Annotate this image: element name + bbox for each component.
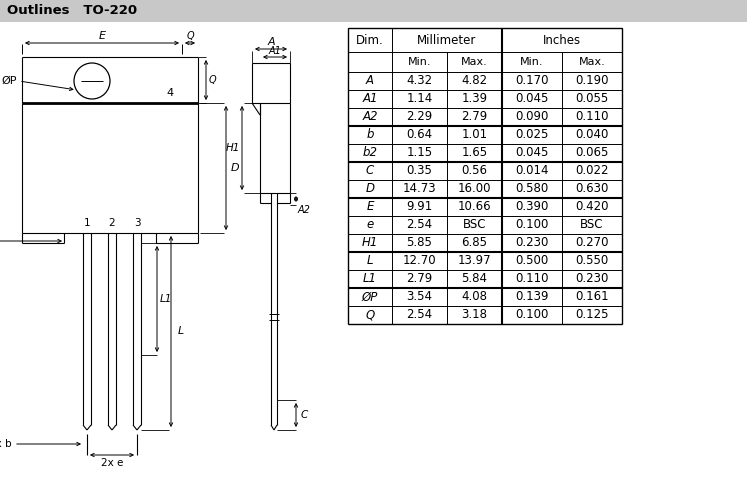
Text: 0.550: 0.550 xyxy=(575,255,609,268)
Text: 4: 4 xyxy=(167,88,173,98)
Text: 6.85: 6.85 xyxy=(462,237,488,250)
Text: 0.100: 0.100 xyxy=(515,309,549,322)
Text: 5.84: 5.84 xyxy=(462,272,488,285)
Text: A2: A2 xyxy=(297,205,311,215)
Text: A: A xyxy=(267,37,275,47)
Text: BSC: BSC xyxy=(580,218,604,231)
Text: 3.54: 3.54 xyxy=(406,290,433,303)
Text: 0.580: 0.580 xyxy=(515,183,548,196)
Text: 1.01: 1.01 xyxy=(462,128,488,142)
Text: 2.54: 2.54 xyxy=(406,309,433,322)
Text: ØP: ØP xyxy=(1,76,17,86)
Text: 0.014: 0.014 xyxy=(515,165,549,177)
Text: 1.39: 1.39 xyxy=(462,93,488,105)
Text: Dim.: Dim. xyxy=(356,33,384,46)
Text: E: E xyxy=(99,31,105,41)
Text: 0.090: 0.090 xyxy=(515,111,549,124)
Text: L: L xyxy=(178,327,184,337)
Text: 2x e: 2x e xyxy=(101,458,123,468)
Text: 0.64: 0.64 xyxy=(406,128,433,142)
Text: ØP: ØP xyxy=(362,290,378,303)
Text: 4.08: 4.08 xyxy=(462,290,488,303)
Text: A: A xyxy=(366,74,374,87)
Text: 0.390: 0.390 xyxy=(515,200,549,213)
Text: 0.230: 0.230 xyxy=(515,237,549,250)
Text: D: D xyxy=(231,163,239,173)
Text: 0.56: 0.56 xyxy=(462,165,488,177)
Text: 0.420: 0.420 xyxy=(575,200,609,213)
Text: C: C xyxy=(300,410,308,420)
Text: 0.161: 0.161 xyxy=(575,290,609,303)
Text: BSC: BSC xyxy=(462,218,486,231)
Text: 1.65: 1.65 xyxy=(462,146,488,159)
Text: 16.00: 16.00 xyxy=(458,183,492,196)
Bar xyxy=(0,0,747,22)
Text: 1.14: 1.14 xyxy=(406,93,433,105)
Text: 0.025: 0.025 xyxy=(515,128,549,142)
Text: A1: A1 xyxy=(362,93,378,105)
Text: Min.: Min. xyxy=(408,57,431,67)
Text: 2: 2 xyxy=(108,218,115,228)
Text: 0.170: 0.170 xyxy=(515,74,549,87)
Text: 0.500: 0.500 xyxy=(515,255,548,268)
Text: 0.630: 0.630 xyxy=(575,183,609,196)
Text: 0.230: 0.230 xyxy=(575,272,609,285)
Text: Q: Q xyxy=(186,31,193,41)
Text: Max.: Max. xyxy=(579,57,605,67)
Text: 4.82: 4.82 xyxy=(462,74,488,87)
Text: 0.065: 0.065 xyxy=(575,146,609,159)
Text: Max.: Max. xyxy=(461,57,488,67)
Text: e: e xyxy=(366,218,374,231)
Text: 0.045: 0.045 xyxy=(515,146,549,159)
Text: 1.15: 1.15 xyxy=(406,146,433,159)
Text: 13.97: 13.97 xyxy=(458,255,492,268)
Text: Q: Q xyxy=(365,309,375,322)
Text: Min.: Min. xyxy=(520,57,544,67)
Text: 0.139: 0.139 xyxy=(515,290,549,303)
Text: b: b xyxy=(366,128,374,142)
Text: 0.270: 0.270 xyxy=(575,237,609,250)
Text: H1: H1 xyxy=(226,143,241,153)
Text: 0.110: 0.110 xyxy=(515,272,549,285)
Text: 2.54: 2.54 xyxy=(406,218,433,231)
Text: E: E xyxy=(366,200,374,213)
Text: 0.125: 0.125 xyxy=(575,309,609,322)
Text: A2: A2 xyxy=(362,111,378,124)
Text: 0.35: 0.35 xyxy=(406,165,433,177)
Text: A1: A1 xyxy=(269,46,282,56)
Text: Q: Q xyxy=(208,75,216,85)
Text: C: C xyxy=(366,165,374,177)
Text: 0.190: 0.190 xyxy=(575,74,609,87)
Text: 9.91: 9.91 xyxy=(406,200,433,213)
Text: L: L xyxy=(367,255,374,268)
Text: 2.79: 2.79 xyxy=(406,272,433,285)
Text: 3: 3 xyxy=(134,218,140,228)
Text: 0.100: 0.100 xyxy=(515,218,549,231)
Text: 0.055: 0.055 xyxy=(575,93,609,105)
Text: 4.32: 4.32 xyxy=(406,74,433,87)
Text: D: D xyxy=(365,183,374,196)
Text: 0.022: 0.022 xyxy=(575,165,609,177)
Text: 0.040: 0.040 xyxy=(575,128,609,142)
Text: 10.66: 10.66 xyxy=(458,200,492,213)
Text: b2: b2 xyxy=(362,146,377,159)
Text: 14.73: 14.73 xyxy=(403,183,436,196)
Text: 2.79: 2.79 xyxy=(462,111,488,124)
Text: 3.18: 3.18 xyxy=(462,309,488,322)
Text: 2.29: 2.29 xyxy=(406,111,433,124)
Text: L1: L1 xyxy=(363,272,377,285)
Text: H1: H1 xyxy=(362,237,378,250)
Text: Inches: Inches xyxy=(543,33,581,46)
Text: 1: 1 xyxy=(84,218,90,228)
Text: 3x b: 3x b xyxy=(0,439,12,449)
Text: L1: L1 xyxy=(160,294,173,304)
Text: 0.045: 0.045 xyxy=(515,93,549,105)
Text: Outlines   TO-220: Outlines TO-220 xyxy=(7,4,137,17)
Text: 0.110: 0.110 xyxy=(575,111,609,124)
Text: 5.85: 5.85 xyxy=(406,237,433,250)
Text: 12.70: 12.70 xyxy=(403,255,436,268)
Text: Millimeter: Millimeter xyxy=(418,33,477,46)
